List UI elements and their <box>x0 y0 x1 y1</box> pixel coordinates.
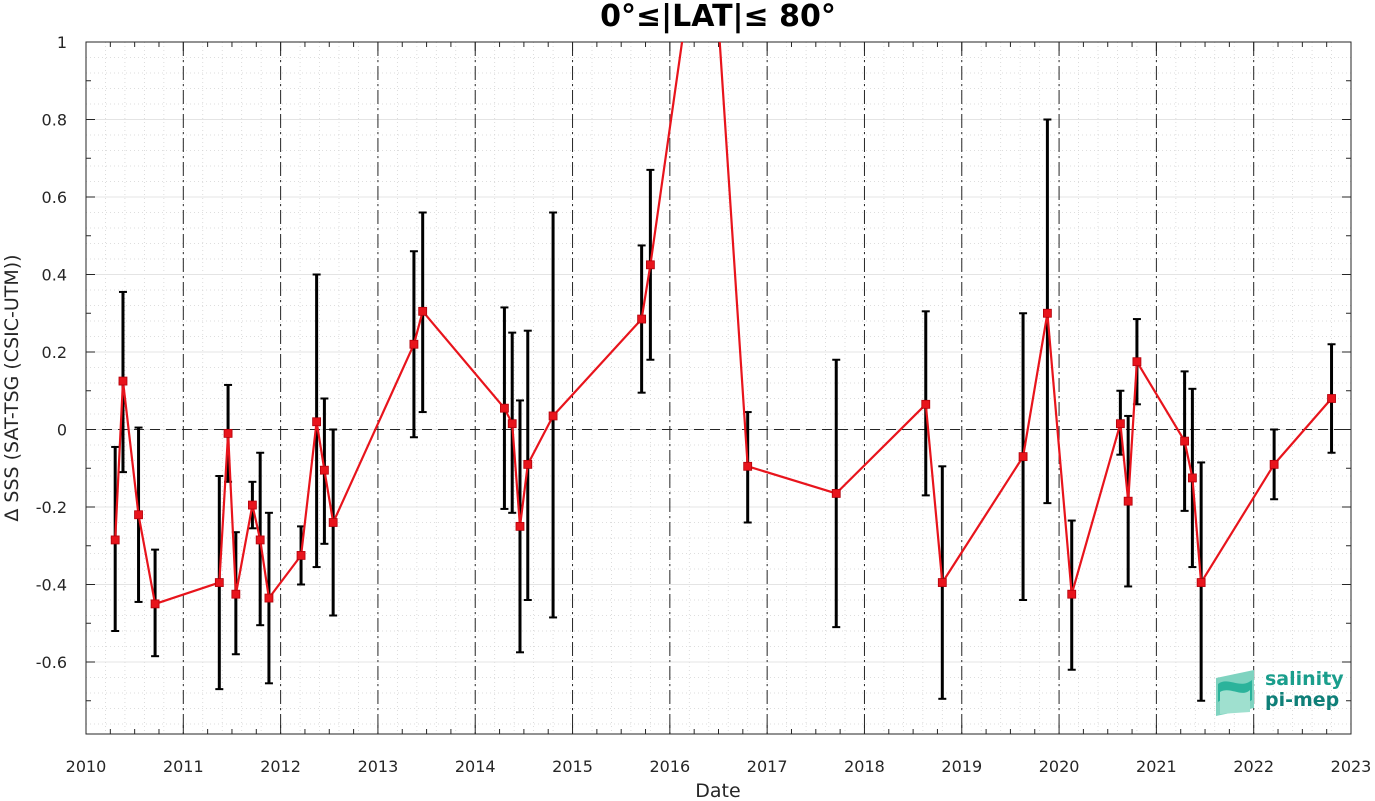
series-markers <box>110 260 1336 609</box>
data-point <box>255 535 265 545</box>
data-point <box>515 521 525 531</box>
data-point <box>645 260 655 270</box>
data-point <box>214 578 224 587</box>
data-point <box>1115 419 1125 429</box>
x-tick-label: 2016 <box>649 757 690 776</box>
data-point <box>548 411 558 421</box>
data-point <box>523 459 533 469</box>
salinity-wave-icon <box>1216 670 1254 716</box>
x-tick-label: 2012 <box>260 757 301 776</box>
data-point <box>134 510 143 520</box>
salinity-pi-mep-logo: salinity pi-mep <box>1216 668 1344 716</box>
data-point <box>507 419 517 429</box>
y-tick-label: 1 <box>57 33 67 52</box>
data-point <box>223 428 233 438</box>
x-tick-label: 2018 <box>844 757 885 776</box>
y-tick-label: -0.4 <box>36 576 67 595</box>
data-point <box>1180 436 1190 446</box>
x-tick-label: 2023 <box>1331 757 1372 776</box>
data-point <box>1123 496 1133 506</box>
x-tick-label: 2017 <box>747 757 788 776</box>
data-point <box>831 489 841 498</box>
x-tick-label: 2021 <box>1136 757 1177 776</box>
data-point <box>1269 459 1279 469</box>
data-point <box>328 518 338 527</box>
y-tick-label: 0 <box>57 421 67 440</box>
logo-line2: pi-mep <box>1265 689 1339 711</box>
x-tick-labels: 2010 2011 2012 2013 2014 2015 2016 2017 2018 2019… <box>66 757 1372 776</box>
data-point <box>937 578 947 587</box>
data-point <box>1043 308 1052 318</box>
x-tick-label: 2013 <box>358 757 399 776</box>
y-tick-label: 0.8 <box>42 111 67 130</box>
data-point <box>1196 578 1206 587</box>
x-tick-label: 2010 <box>66 757 107 776</box>
x-tick-label: 2015 <box>552 757 593 776</box>
data-point <box>247 500 257 510</box>
x-tick-label: 2020 <box>1039 757 1080 776</box>
axis-ticks <box>85 41 1352 734</box>
y-tick-label: 0.4 <box>42 266 67 285</box>
data-point <box>637 314 647 324</box>
chart-title: 0°≤|LAT|≤ 80° <box>600 0 836 34</box>
data-point <box>150 599 160 609</box>
data-point <box>264 593 274 603</box>
data-point <box>320 465 329 475</box>
data-point <box>743 461 753 471</box>
data-point <box>500 403 509 413</box>
y-tick-labels: 1 0.8 0.6 0.4 0.2 0 -0.2 -0.4 -0.6 <box>36 33 67 672</box>
data-point <box>1067 589 1077 599</box>
x-axis-label: Date <box>695 780 740 801</box>
data-point <box>231 589 241 599</box>
logo-line1: salinity <box>1265 668 1344 690</box>
y-tick-label: -0.6 <box>36 653 67 672</box>
data-point <box>110 535 120 545</box>
data-point <box>1187 473 1197 483</box>
x-tick-label: 2014 <box>455 757 496 776</box>
data-point <box>409 339 419 349</box>
data-point <box>312 417 322 427</box>
data-point <box>418 306 428 316</box>
data-point <box>921 399 931 409</box>
data-point <box>1018 452 1028 462</box>
y-tick-label: 0.2 <box>42 343 67 362</box>
y-tick-label: -0.2 <box>36 498 67 517</box>
y-axis-label: Δ SSS (SAT-TSG (CSIC-UTM)) <box>1 254 23 521</box>
x-tick-label: 2022 <box>1233 757 1274 776</box>
x-tick-label: 2011 <box>163 757 204 776</box>
y-tick-label: 0.6 <box>42 188 67 207</box>
data-point <box>1327 394 1336 403</box>
data-point <box>296 551 306 560</box>
year-dividers <box>182 42 1255 734</box>
data-point <box>118 376 128 386</box>
x-tick-label: 2019 <box>941 757 982 776</box>
data-point <box>1132 357 1142 367</box>
